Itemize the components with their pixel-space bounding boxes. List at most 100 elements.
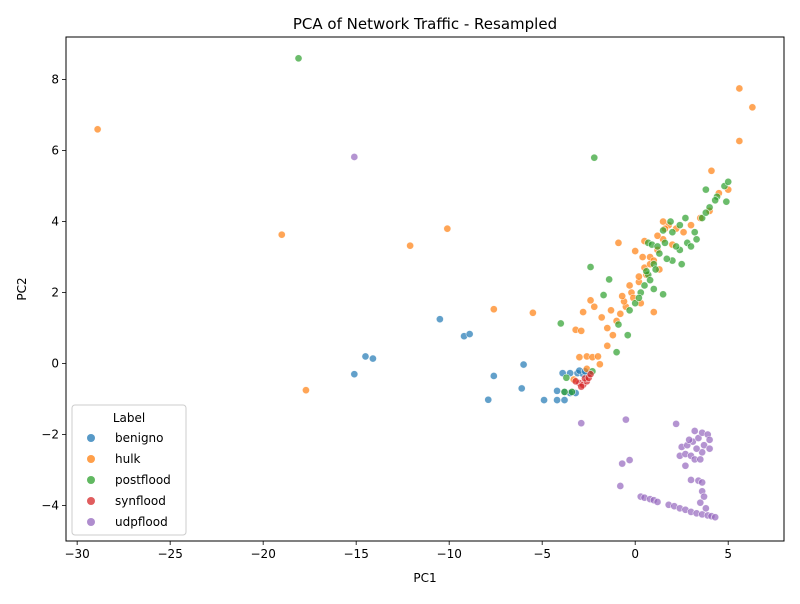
data-point-hulk bbox=[687, 221, 695, 230]
data-point-hulk bbox=[735, 84, 744, 93]
data-point-postflood bbox=[692, 235, 701, 244]
data-point-udpflood bbox=[696, 455, 705, 464]
data-point-udpflood bbox=[711, 513, 720, 522]
data-point-hulk bbox=[614, 238, 623, 247]
legend-marker-benigno bbox=[87, 434, 95, 442]
data-point-postflood bbox=[631, 299, 640, 308]
data-point-udpflood bbox=[681, 461, 690, 470]
data-point-udpflood bbox=[577, 419, 586, 428]
data-point-hulk bbox=[489, 305, 498, 314]
data-point-postflood bbox=[556, 319, 565, 328]
data-point-udpflood bbox=[694, 434, 703, 442]
data-point-hulk bbox=[618, 292, 627, 300]
data-point-hulk bbox=[607, 306, 615, 315]
legend-label-udpflood: udpflood bbox=[115, 515, 168, 529]
data-point-udpflood bbox=[653, 498, 662, 506]
data-point-postflood bbox=[681, 214, 690, 222]
data-point-benigno bbox=[435, 315, 444, 324]
data-point-postflood bbox=[724, 177, 733, 186]
y-tick-label: 4 bbox=[51, 215, 59, 229]
data-point-postflood bbox=[722, 197, 731, 206]
data-point-hulk bbox=[707, 166, 716, 175]
legend-marker-postflood bbox=[87, 476, 95, 484]
data-point-hulk bbox=[586, 296, 595, 305]
data-point-postflood bbox=[614, 320, 623, 329]
data-point-postflood bbox=[653, 242, 662, 251]
data-point-hulk bbox=[277, 230, 286, 239]
data-point-benigno bbox=[553, 386, 561, 395]
legend-title: Label bbox=[113, 411, 145, 425]
data-point-postflood bbox=[666, 217, 675, 226]
data-point-hulk bbox=[595, 360, 604, 369]
data-point-postflood bbox=[649, 285, 658, 293]
data-point-udpflood bbox=[621, 415, 630, 424]
data-point-postflood bbox=[560, 388, 569, 396]
data-point-postflood bbox=[711, 196, 720, 205]
data-point-benigno bbox=[540, 396, 548, 404]
y-tick-label: 8 bbox=[51, 73, 59, 87]
data-point-benigno bbox=[517, 384, 526, 393]
legend-label-postflood: postflood bbox=[115, 473, 171, 487]
data-point-benigno bbox=[369, 354, 377, 363]
data-point-udpflood bbox=[618, 459, 627, 468]
data-point-postflood bbox=[599, 291, 608, 299]
data-point-udpflood bbox=[687, 476, 695, 484]
data-point-postflood bbox=[675, 221, 684, 230]
data-point-udpflood bbox=[685, 435, 694, 444]
legend-label-synflood: synflood bbox=[115, 494, 166, 508]
data-point-benigno bbox=[489, 372, 498, 380]
data-point-benigno bbox=[361, 352, 370, 361]
data-point-postflood bbox=[562, 373, 571, 382]
data-point-udpflood bbox=[698, 448, 707, 457]
data-point-hulk bbox=[302, 386, 310, 395]
data-point-benigno bbox=[519, 360, 528, 369]
y-tick-label: 2 bbox=[51, 286, 59, 300]
data-point-hulk bbox=[603, 341, 612, 350]
y-tick-label: 6 bbox=[51, 144, 59, 158]
y-tick-label: −4 bbox=[41, 499, 59, 513]
data-point-postflood bbox=[659, 290, 667, 299]
x-tick-label: 0 bbox=[631, 547, 639, 561]
legend: Label benigno hulk postflood synflood udpflo… bbox=[71, 404, 187, 536]
data-point-udpflood bbox=[701, 504, 710, 513]
data-point-postflood bbox=[659, 226, 667, 235]
y-axis-label: PC2 bbox=[15, 277, 29, 300]
x-tick-label: −5 bbox=[533, 547, 551, 561]
data-point-postflood bbox=[605, 275, 614, 284]
data-point-hulk bbox=[590, 302, 599, 311]
data-point-hulk bbox=[649, 308, 658, 316]
data-point-udpflood bbox=[700, 441, 708, 450]
data-point-postflood bbox=[623, 331, 632, 340]
data-point-postflood bbox=[661, 238, 669, 247]
legend-marker-hulk bbox=[87, 455, 95, 463]
data-point-hulk bbox=[528, 308, 537, 317]
y-axis-ticks: −4 −2 0 2 4 6 8 bbox=[41, 73, 66, 513]
x-tick-label: −20 bbox=[251, 547, 276, 561]
data-point-postflood bbox=[698, 214, 707, 222]
data-point-hulk bbox=[631, 247, 640, 255]
legend-entries: benigno hulk postflood synflood udpflood bbox=[87, 431, 171, 529]
data-point-postflood bbox=[635, 293, 643, 302]
plot-frame bbox=[65, 36, 785, 542]
data-point-postflood bbox=[705, 203, 714, 212]
data-point-synflood bbox=[571, 377, 580, 386]
data-point-postflood bbox=[612, 348, 621, 357]
data-point-udpflood bbox=[672, 419, 681, 428]
data-point-postflood bbox=[662, 254, 671, 263]
x-tick-label: −30 bbox=[64, 547, 89, 561]
data-point-postflood bbox=[642, 267, 651, 276]
data-point-udpflood bbox=[690, 427, 699, 435]
data-point-postflood bbox=[625, 306, 634, 315]
data-point-hulk bbox=[638, 253, 647, 261]
data-point-hulk bbox=[406, 241, 415, 250]
y-tick-label: 0 bbox=[51, 357, 59, 371]
x-tick-label: −25 bbox=[158, 547, 183, 561]
data-point-postflood bbox=[687, 242, 695, 251]
legend-label-benigno: benigno bbox=[115, 431, 164, 445]
data-point-hulk bbox=[594, 352, 602, 361]
data-points bbox=[93, 54, 757, 522]
data-point-hulk bbox=[443, 224, 452, 233]
data-point-benigno bbox=[560, 396, 569, 404]
